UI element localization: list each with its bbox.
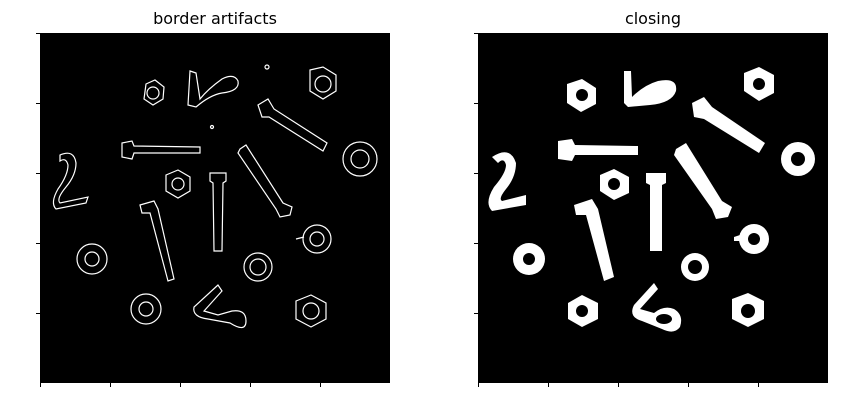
speck	[209, 124, 215, 130]
edge-image	[52, 64, 378, 329]
hex-nut-outline	[309, 66, 337, 100]
hex-nut-outline	[342, 141, 378, 177]
hook-outline	[193, 284, 247, 329]
panel-title-left: border artifacts	[153, 9, 277, 28]
image-axes-border-artifacts	[40, 33, 390, 383]
bolt-filled	[692, 97, 765, 153]
hook-filled	[632, 283, 682, 332]
bolt-filled	[558, 139, 638, 161]
bolt-outline	[257, 98, 328, 152]
bolt-outline	[209, 172, 227, 252]
washer-outline	[243, 252, 273, 282]
hex-nut-outline	[143, 79, 165, 106]
bolt-filled	[674, 143, 732, 219]
bolt-outline	[121, 140, 201, 160]
speck	[264, 64, 270, 70]
panel-title-right: closing	[624, 9, 682, 28]
bolt-filled	[646, 173, 666, 251]
hex-nut-outline	[165, 169, 191, 199]
hex-nut-outline	[295, 224, 332, 254]
hex-nut-outline	[295, 294, 327, 328]
hex-nut-outline	[76, 243, 108, 275]
squiggle-filled	[488, 152, 526, 211]
bolt-outline	[237, 144, 293, 218]
hook-filled	[624, 71, 677, 107]
closed-image	[488, 67, 815, 332]
image-axes-closing	[478, 33, 828, 383]
bolt-filled	[574, 199, 614, 281]
hex-nut-outline	[130, 293, 162, 325]
hook-outline	[187, 70, 239, 108]
bolt-outline	[139, 200, 175, 282]
nut-tail	[734, 235, 740, 241]
squiggle-outline	[52, 152, 89, 210]
